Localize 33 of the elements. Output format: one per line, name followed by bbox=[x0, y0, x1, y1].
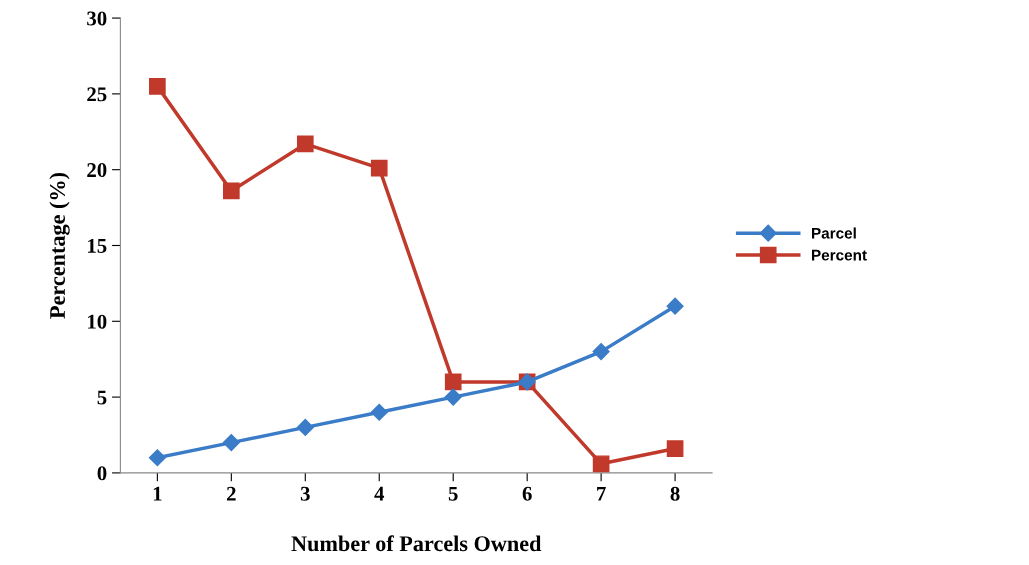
y-tick-label: 5 bbox=[97, 390, 107, 405]
x-tick-label: 4 bbox=[374, 486, 385, 501]
point bbox=[222, 434, 240, 452]
x-tick-label: 8 bbox=[670, 486, 680, 501]
x-tick-label: 3 bbox=[300, 486, 310, 501]
x-tick-label: 2 bbox=[227, 486, 236, 501]
point bbox=[444, 388, 462, 406]
point bbox=[296, 135, 314, 153]
x-tick-label: 5 bbox=[448, 486, 458, 501]
y-tick-label: 20 bbox=[87, 163, 107, 178]
point bbox=[222, 182, 240, 200]
point bbox=[370, 159, 388, 177]
x-tick-label: 1 bbox=[153, 486, 162, 501]
y-tick-label: 25 bbox=[87, 87, 107, 102]
point bbox=[370, 403, 388, 421]
legend-label: Parcel bbox=[812, 227, 856, 239]
y-tick-label: 10 bbox=[88, 314, 107, 329]
point bbox=[592, 455, 610, 473]
x-tick-label: 7 bbox=[597, 486, 606, 501]
point bbox=[592, 343, 610, 361]
y-tick-label: 15 bbox=[88, 238, 107, 253]
legend-label: Percent bbox=[812, 249, 867, 261]
point bbox=[666, 297, 684, 315]
point bbox=[149, 77, 166, 95]
point bbox=[296, 418, 314, 436]
y-tick-label: 30 bbox=[87, 11, 107, 26]
y-axis-title: Percentage (%) bbox=[49, 172, 70, 319]
point bbox=[444, 373, 462, 391]
point bbox=[148, 449, 166, 467]
x-tick-label: 6 bbox=[522, 486, 532, 501]
y-tick-label: 0 bbox=[97, 466, 107, 481]
x-axis-title: Number of Parcels Owned bbox=[291, 535, 542, 552]
point bbox=[666, 440, 684, 457]
